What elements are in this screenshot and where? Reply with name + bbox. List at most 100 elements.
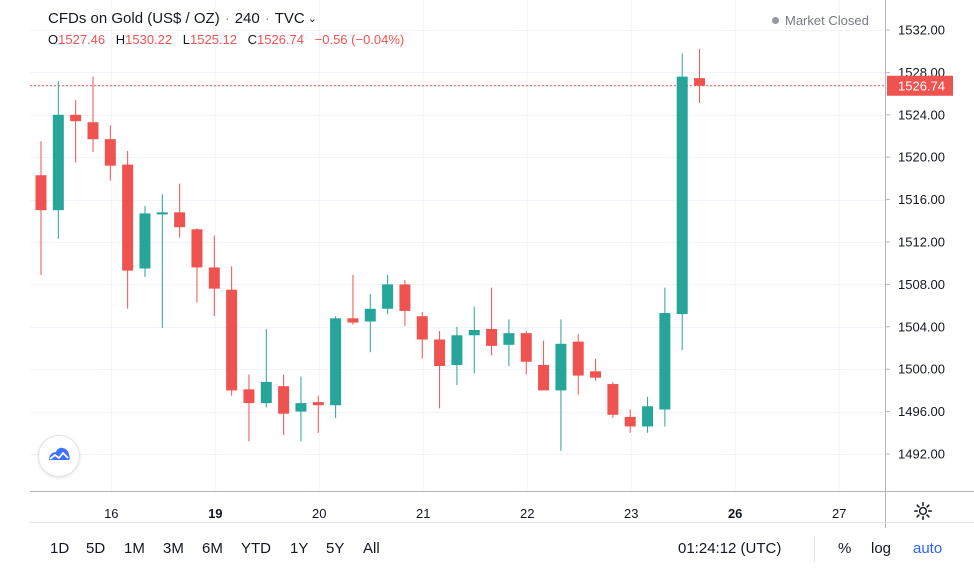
candle (607, 381, 619, 418)
range-1m-button[interactable]: 1M (124, 540, 145, 557)
percent-scale-toggle[interactable]: % (838, 540, 852, 557)
price-tick-label: 1496.00 (898, 404, 945, 419)
range-5y-button[interactable]: 5Y (326, 540, 345, 557)
candle (590, 358, 602, 381)
low-value-group: L1525.12 (183, 32, 237, 47)
candle-body (295, 403, 307, 412)
close-value-group: C1526.74 (248, 32, 304, 47)
gear-icon[interactable] (913, 501, 933, 521)
candle (555, 319, 567, 451)
range-1y-button[interactable]: 1Y (290, 540, 309, 557)
symbol-header[interactable]: CFDs on Gold (US$ / OZ) · 240 · TVC ⌄ (48, 10, 317, 27)
open-value: 1527.46 (58, 32, 106, 47)
candle (624, 409, 636, 433)
time-axis[interactable]: 16 19 20 21 22 23 26 27 (104, 506, 846, 521)
candle (434, 331, 446, 409)
time-tick-label: 27 (832, 506, 846, 521)
utc-clock[interactable]: 01:24:12 (UTC) (678, 540, 782, 557)
candle-body (139, 213, 151, 269)
price-tick-label: 1524.00 (898, 107, 945, 122)
last-price-label: 1526.74 (887, 75, 953, 96)
time-tick-label: 21 (416, 506, 430, 521)
candle (676, 53, 688, 351)
candle (399, 280, 411, 326)
log-scale-toggle[interactable]: log (871, 540, 892, 557)
candle (330, 316, 342, 418)
auto-scale-toggle[interactable]: auto (913, 540, 943, 557)
high-value-group: H1530.22 (116, 32, 172, 47)
candle-body (468, 329, 480, 336)
high-value: 1530.22 (125, 32, 173, 47)
range-3m-button[interactable]: 3M (163, 540, 184, 557)
candle (694, 48, 706, 103)
candle-body (607, 384, 619, 415)
candle (122, 150, 134, 309)
candle (659, 287, 671, 427)
time-tick-label: 23 (624, 506, 638, 521)
candle (139, 205, 151, 277)
candle (156, 194, 168, 328)
candle (278, 374, 290, 435)
candle (70, 99, 82, 163)
candle-body (520, 333, 532, 362)
candles (35, 48, 706, 451)
tradingview-cloud-icon[interactable] (38, 435, 80, 477)
close-label: C (247, 32, 258, 47)
candle-body (122, 164, 134, 271)
candle-body (486, 328, 498, 346)
last-price-value: 1526.74 (898, 78, 945, 93)
grid-lines (30, 0, 885, 491)
time-tick-label: 19 (208, 506, 222, 521)
candle-body (590, 371, 602, 378)
candle-body (538, 364, 550, 391)
candle-body (226, 289, 238, 391)
candle-body (572, 341, 584, 376)
candle (520, 331, 532, 375)
candle (243, 374, 255, 442)
candle-body (104, 139, 116, 166)
candle-body (208, 267, 220, 289)
status-dot-icon (772, 17, 779, 24)
candle (347, 274, 359, 325)
candle (364, 293, 376, 353)
range-all-button[interactable]: All (363, 540, 380, 557)
candle-body (676, 76, 688, 315)
candle-body (416, 316, 428, 340)
separator-dot: · (264, 10, 270, 27)
ohlc-legend: O1527.46 H1530.22 L1525.12 C1526.74 −0.5… (48, 32, 404, 47)
candle-body (624, 416, 636, 427)
chevron-down-icon[interactable]: ⌄ (307, 13, 317, 25)
price-tick-label: 1516.00 (898, 192, 945, 207)
range-ytd-button[interactable]: YTD (241, 540, 271, 557)
time-tick-label: 20 (312, 506, 326, 521)
high-label: H (115, 32, 126, 47)
candle (642, 396, 654, 433)
range-5d-button[interactable]: 5D (86, 540, 106, 557)
candle (416, 311, 428, 359)
price-tick-label: 1500.00 (898, 362, 945, 377)
time-tick-label: 26 (728, 506, 742, 521)
candle-body (156, 212, 168, 215)
candle-body (260, 381, 272, 404)
market-status: Market Closed (772, 13, 869, 28)
low-value: 1525.12 (190, 32, 237, 47)
candle (382, 274, 394, 315)
source-label: TVC (274, 10, 305, 27)
candle-body (52, 114, 64, 211)
candle-body (555, 343, 567, 391)
candle (104, 125, 116, 181)
symbol-title: CFDs on Gold (US$ / OZ) (48, 10, 220, 27)
candle-body (312, 402, 324, 406)
range-6m-button[interactable]: 6M (202, 540, 223, 557)
candle-body (35, 175, 47, 211)
range-1d-button[interactable]: 1D (50, 540, 70, 557)
candle-body (694, 78, 706, 86)
candle-body (503, 333, 515, 345)
candle-body (347, 318, 359, 323)
time-tick-label: 22 (520, 506, 534, 521)
price-tick-label: 1520.00 (898, 150, 945, 165)
candle (52, 80, 64, 239)
candle (503, 319, 515, 367)
